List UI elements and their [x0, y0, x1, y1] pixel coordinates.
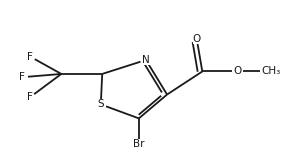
- Text: F: F: [19, 72, 25, 82]
- Text: Br: Br: [133, 139, 145, 149]
- Text: N: N: [142, 55, 150, 65]
- Text: O: O: [192, 34, 201, 43]
- Text: S: S: [98, 99, 104, 109]
- Text: O: O: [233, 66, 242, 77]
- Text: CH₃: CH₃: [261, 66, 281, 77]
- Text: F: F: [27, 92, 33, 102]
- Text: F: F: [27, 52, 33, 62]
